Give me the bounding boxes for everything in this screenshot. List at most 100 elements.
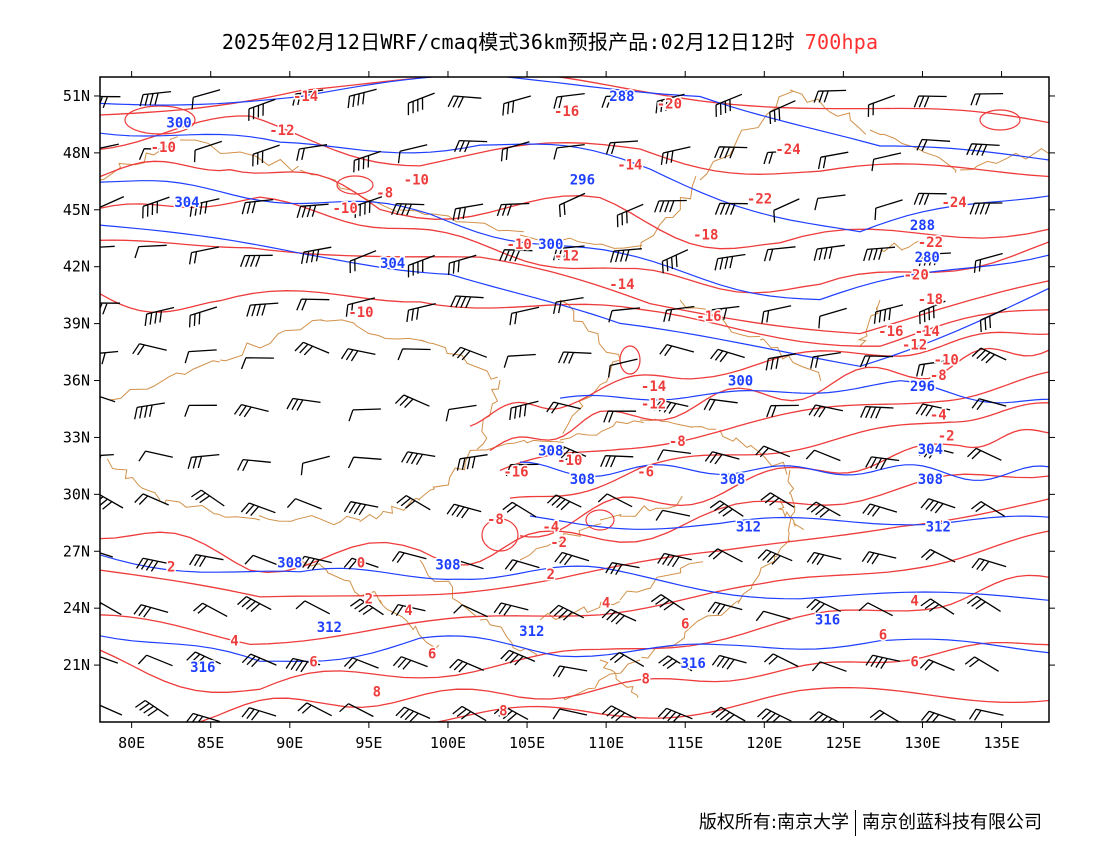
wind-barb bbox=[551, 444, 587, 461]
height-contour-label: 300 bbox=[166, 116, 191, 132]
wind-barb bbox=[135, 699, 169, 717]
boundary-line bbox=[639, 418, 717, 430]
wind-barb bbox=[601, 95, 635, 108]
boundary-line bbox=[641, 599, 741, 659]
wind-barb bbox=[918, 252, 951, 267]
wind-barb bbox=[913, 192, 947, 205]
wind-barb bbox=[100, 350, 119, 365]
temperature-contour-label: -10 bbox=[404, 172, 429, 188]
wind-barb bbox=[100, 302, 121, 315]
wind-barb bbox=[191, 89, 221, 110]
wind-barb bbox=[446, 503, 482, 519]
height-contour-label: 304 bbox=[380, 256, 405, 272]
wind-barb bbox=[919, 659, 955, 671]
wind-barb bbox=[454, 139, 488, 153]
wind-barb bbox=[861, 551, 897, 565]
boundary-line bbox=[719, 429, 788, 475]
wind-barb bbox=[397, 144, 428, 164]
lat-tick-label: 36N bbox=[63, 372, 90, 390]
wind-barb bbox=[296, 203, 329, 218]
lon-tick-label: 95E bbox=[355, 734, 382, 752]
temperature-contour-label: 4 bbox=[910, 594, 918, 610]
wind-barb bbox=[134, 244, 167, 259]
temperature-contour-label: 8 bbox=[641, 671, 649, 687]
wind-barb bbox=[558, 351, 592, 364]
wind-barb bbox=[966, 595, 1001, 612]
boundary-line bbox=[399, 209, 524, 233]
wind-barb bbox=[132, 343, 167, 356]
boundary-line bbox=[519, 523, 602, 561]
copyright-company: 南京创蓝科技有限公司 bbox=[862, 812, 1042, 833]
wind-barb bbox=[252, 144, 280, 167]
temperature-contour-loop bbox=[481, 518, 519, 552]
wind-barb bbox=[605, 140, 639, 155]
boundary-line bbox=[319, 319, 425, 342]
wind-barb bbox=[916, 138, 951, 151]
boundary-line bbox=[539, 600, 621, 621]
wind-barb bbox=[655, 93, 685, 114]
wind-barb bbox=[714, 202, 748, 215]
wind-barb bbox=[558, 192, 586, 218]
temperature-contour-label: -12 bbox=[554, 248, 579, 264]
temperature-contour-line bbox=[100, 77, 1049, 124]
wind-barb bbox=[447, 254, 477, 276]
temperature-contour-label: -16 bbox=[696, 309, 721, 325]
wind-barb bbox=[971, 501, 1006, 517]
wind-barb bbox=[350, 598, 384, 616]
wind-barb bbox=[100, 494, 124, 510]
wind-barb bbox=[144, 306, 175, 326]
wind-barb bbox=[499, 249, 533, 262]
wind-barb bbox=[968, 708, 1004, 721]
boundary-line bbox=[619, 561, 704, 601]
temperature-contour-label: -10 bbox=[934, 353, 959, 369]
wind-barb bbox=[757, 549, 793, 565]
wind-barb bbox=[661, 249, 689, 274]
temperature-contour-line bbox=[509, 402, 1049, 499]
wind-barb bbox=[452, 705, 487, 722]
wind-barb bbox=[407, 92, 435, 116]
temperature-contour-loop bbox=[336, 175, 374, 195]
temperature-contour-label: -16 bbox=[503, 465, 528, 481]
wind-barb bbox=[137, 654, 173, 667]
temperature-contour-label: 2 bbox=[547, 567, 555, 583]
wind-barb bbox=[139, 90, 171, 107]
wind-barb bbox=[138, 148, 173, 160]
wind-barb bbox=[503, 353, 536, 368]
wind-barb bbox=[397, 348, 431, 361]
temperature-contour-label: -10 bbox=[557, 453, 582, 469]
wind-barb bbox=[241, 653, 277, 668]
wind-barb bbox=[133, 604, 169, 618]
height-contour-label: 304 bbox=[918, 442, 943, 458]
wind-barb bbox=[343, 657, 379, 669]
wind-barb bbox=[300, 246, 332, 265]
wind-barb bbox=[546, 401, 581, 414]
boundary-line bbox=[359, 497, 421, 523]
map-frame bbox=[99, 76, 1050, 723]
wind-barb bbox=[134, 493, 169, 506]
boundary-lines bbox=[100, 89, 1049, 701]
wind-barb bbox=[407, 254, 435, 278]
boundary-line bbox=[879, 234, 939, 252]
wind-barb bbox=[600, 455, 634, 468]
wind-barb bbox=[765, 353, 797, 371]
wind-barb bbox=[184, 404, 217, 417]
temperature-contour-label: -14 bbox=[609, 277, 634, 293]
wind-barb bbox=[553, 92, 585, 109]
height-contour-label: 308 bbox=[570, 472, 595, 488]
wind-barb bbox=[552, 296, 584, 315]
temperature-contour-label: 8 bbox=[499, 704, 507, 720]
temperature-contour-label: -12 bbox=[641, 396, 666, 412]
height-contour-line bbox=[100, 554, 1049, 601]
wind-barb bbox=[553, 143, 585, 160]
boundary-line bbox=[599, 495, 683, 521]
boundary-line bbox=[737, 539, 791, 604]
height-contour-label: 308 bbox=[720, 472, 745, 488]
wind-barb bbox=[763, 653, 799, 668]
wind-barb bbox=[979, 308, 1007, 333]
lon-tick-label: 125E bbox=[825, 734, 861, 752]
wind-barb bbox=[609, 651, 645, 667]
wind-barb bbox=[189, 553, 224, 568]
lat-tick-label: 51N bbox=[63, 87, 90, 105]
wind-barb bbox=[239, 254, 273, 268]
